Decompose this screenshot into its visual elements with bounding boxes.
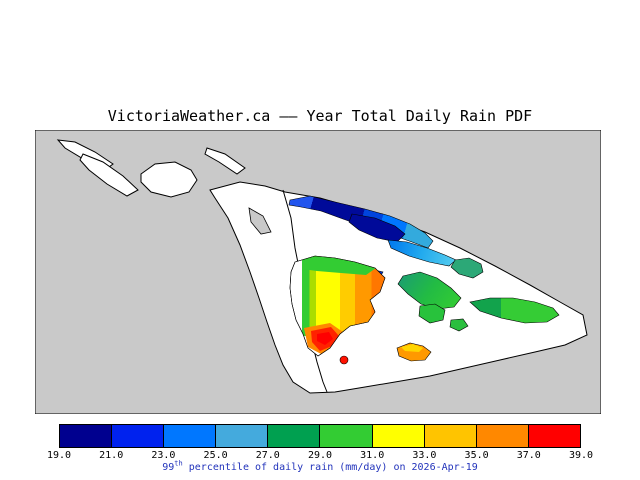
colorbar-segment (528, 425, 580, 447)
colorbar-segment (216, 425, 269, 447)
colorbar-tick-label: 25.0 (203, 450, 228, 461)
coastal-island-shape (204, 147, 246, 175)
caption: 99th percentile of daily rain (mm/day) o… (0, 459, 640, 473)
colorbar-tick-label: 31.0 (360, 450, 385, 461)
caption-number: 99 (162, 462, 175, 473)
colorbar-tick-label: 19.0 (46, 450, 72, 461)
island-cyan-band (387, 239, 457, 267)
coastal-lake-shape (140, 161, 198, 198)
island-orange-yellow-top (401, 344, 423, 352)
island-bluegreen (450, 257, 484, 279)
colorbar-tick-label: 29.0 (307, 450, 333, 461)
colorbar-tick-label: 35.0 (464, 450, 489, 461)
inlet-notch (248, 207, 272, 235)
colorbar-segment (424, 425, 477, 447)
colorbar-tick-label: 27.0 (255, 450, 280, 461)
colorbar-segment (320, 425, 373, 447)
colorbar-tick-label: 39.0 (568, 450, 594, 461)
colorbar-segment (476, 425, 529, 447)
page-title: VictoriaWeather.ca –– Year Total Daily R… (107, 107, 533, 125)
colorbar (59, 424, 581, 448)
colorbar-tick-label: 33.0 (412, 450, 437, 461)
colorbar-tick-label: 37.0 (516, 450, 541, 461)
island-red-dot (339, 355, 349, 365)
colorbar-segment (60, 425, 113, 447)
island-green-long (469, 297, 560, 324)
island-green-tiny (449, 318, 469, 332)
caption-text: percentile of daily rain (mm/day) on 202… (182, 462, 478, 473)
colorbar-ticks: 19.0 21.0 23.0 25.0 27.0 29.0 31.0 33.0 35.0 37.0… (47, 450, 593, 461)
map-canvas (35, 130, 601, 414)
island-green-small (418, 303, 446, 324)
island-green (397, 271, 462, 310)
colorbar-segment (164, 425, 217, 447)
coastal-island-shape (79, 153, 139, 197)
colorbar-segment (112, 425, 165, 447)
colorbar-segment (268, 425, 321, 447)
coastal-islands (56, 139, 246, 198)
colorbar-segment (372, 425, 425, 447)
map-area (35, 130, 601, 414)
island-central-coast (289, 255, 386, 357)
caption-superscript: th (174, 459, 183, 468)
colorbar-tick-label: 21.0 (99, 450, 124, 461)
colorbar-tick-label: 23.0 (151, 450, 176, 461)
